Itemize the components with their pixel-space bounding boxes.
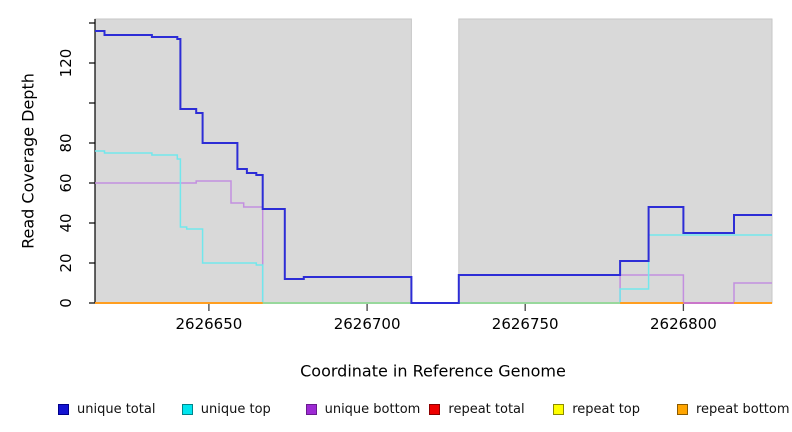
series-unique-top <box>95 150 772 304</box>
x-tick-label: 2626700 <box>333 315 401 333</box>
legend-label: repeat top <box>572 401 640 417</box>
x-tick-label: 2626800 <box>649 315 717 333</box>
y-tick-label: 0 <box>57 298 75 308</box>
legend-label: repeat total <box>448 401 525 417</box>
legend-swatch-icon <box>677 403 688 415</box>
legend-item: unique top <box>181 399 271 419</box>
legend-item: unique bottom <box>305 399 421 419</box>
legend-label: repeat bottom <box>696 401 790 417</box>
y-tick-label: 120 <box>57 48 75 78</box>
legend-item: repeat bottom <box>677 399 790 419</box>
y-tick-label: 20 <box>57 253 75 273</box>
legend-label: unique total <box>77 401 156 417</box>
legend-swatch-icon <box>181 403 193 415</box>
legend-label: unique top <box>200 401 271 417</box>
x-axis-title: Coordinate in Reference Genome <box>300 361 566 381</box>
legend-item: unique total <box>58 399 155 419</box>
y-tick-label: 80 <box>57 133 75 153</box>
legend-swatch-icon <box>58 403 69 415</box>
coverage-region-left <box>94 18 412 304</box>
legend-item: repeat top <box>553 399 640 419</box>
series-unique-total <box>95 30 772 304</box>
legend-label: unique bottom <box>324 401 421 417</box>
legend-swatch-icon <box>429 403 441 415</box>
x-tick-label: 2626750 <box>491 315 559 333</box>
y-tick-label: 60 <box>57 173 75 193</box>
x-tick-label: 2626650 <box>175 315 243 333</box>
y-tick-label: 40 <box>57 213 75 233</box>
legend-swatch-icon <box>553 403 565 415</box>
y-axis-title: Read Coverage Depth <box>18 73 38 249</box>
legend-swatch-icon <box>305 403 317 415</box>
legend-item: repeat total <box>429 399 525 419</box>
coverage-region-right <box>458 18 773 304</box>
